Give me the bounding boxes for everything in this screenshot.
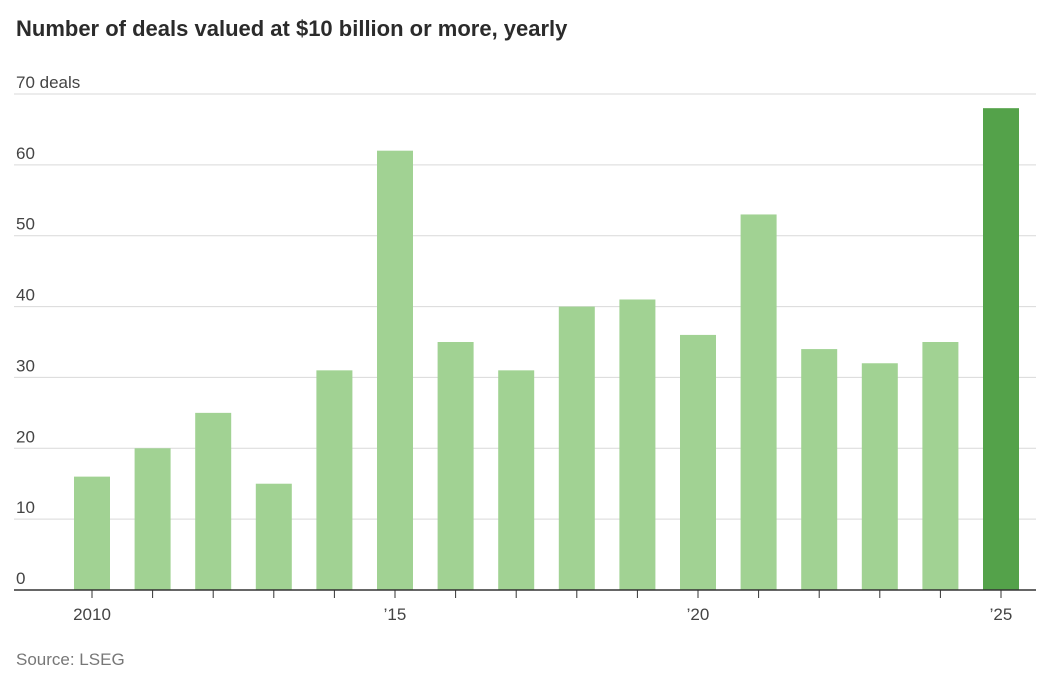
- y-tick-label-50: 50: [16, 215, 35, 234]
- bar-2012: [195, 412, 232, 590]
- y-tick-label-40: 40: [16, 286, 35, 305]
- tick-labels: 0 10 20 30 40 50 60 70 deals 2010 ’15 ’20 ’25: [16, 73, 1012, 624]
- bar-2025: [983, 108, 1019, 591]
- bar-2016: [437, 342, 474, 590]
- source-note: Source: LSEG: [16, 650, 125, 669]
- bar-2022: [801, 349, 838, 590]
- bar-2014: [316, 370, 353, 590]
- bar-2017: [498, 370, 535, 590]
- y-tick-label-0: 0: [16, 569, 25, 588]
- y-tick-label-20: 20: [16, 427, 35, 446]
- bar-2021: [740, 214, 777, 590]
- bar-2010: [74, 476, 110, 590]
- axes: [14, 589, 1036, 598]
- chart-title: Number of deals valued at $10 billion or…: [16, 16, 568, 41]
- y-tick-label-60: 60: [16, 144, 35, 163]
- x-tick-label-2025: ’25: [990, 605, 1013, 624]
- bar-2023: [861, 363, 898, 590]
- bar-2011: [134, 448, 171, 590]
- bar-2024: [922, 342, 959, 590]
- bar-2019: [619, 299, 656, 590]
- x-tick-label-2015: ’15: [384, 605, 407, 624]
- y-tick-label-30: 30: [16, 356, 35, 375]
- y-tick-label-70: 70 deals: [16, 73, 80, 92]
- y-tick-label-10: 10: [16, 498, 35, 517]
- x-tick-label-2020: ’20: [687, 605, 710, 624]
- bars: [74, 108, 1019, 591]
- bar-2020: [680, 334, 716, 590]
- bar-2015: [377, 150, 413, 590]
- bar-2018: [558, 306, 595, 590]
- bar-2013: [255, 483, 292, 590]
- x-tick-label-2010: 2010: [73, 605, 111, 624]
